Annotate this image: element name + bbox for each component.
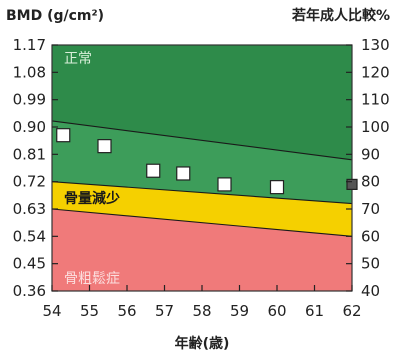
y-right-tick-label: 110 bbox=[361, 91, 390, 109]
zone-osteopenia bbox=[52, 181, 352, 237]
x-tick-label: 60 bbox=[267, 302, 286, 320]
y-left-axis-title: BMD (g/cm²) bbox=[6, 8, 104, 24]
y-left-tick-label: 1.17 bbox=[13, 36, 46, 54]
y-right-axis: 130 120 110 100 90 80 70 60 50 40 bbox=[346, 36, 390, 300]
y-right-tick-label: 80 bbox=[361, 173, 380, 191]
y-right-tick-label: 60 bbox=[361, 227, 380, 245]
x-tick-label: 57 bbox=[155, 302, 174, 320]
y-right-tick-label: 120 bbox=[361, 63, 390, 81]
y-left-axis: 1.17 1.08 0.99 0.90 0.81 0.72 0.63 0.54 0.45 0.36 bbox=[13, 36, 58, 300]
data-point bbox=[217, 177, 232, 192]
zone-bands bbox=[52, 45, 352, 291]
y-right-tick-label: 70 bbox=[361, 200, 380, 218]
y-right-tick-label: 40 bbox=[361, 282, 380, 300]
reference-line-upper bbox=[52, 120, 352, 161]
x-axis-title: 年齢(歳) bbox=[175, 335, 230, 352]
x-tick-label: 58 bbox=[192, 302, 211, 320]
data-points bbox=[56, 128, 358, 195]
data-point bbox=[176, 166, 191, 181]
y-left-tick-label: 1.08 bbox=[13, 63, 46, 81]
x-tick-label: 61 bbox=[305, 302, 324, 320]
data-point bbox=[346, 178, 358, 190]
y-left-tick-label: 0.99 bbox=[13, 91, 46, 109]
y-right-tick-label: 90 bbox=[361, 145, 380, 163]
x-tick-label: 54 bbox=[42, 302, 61, 320]
zone-label-normal: 正常 bbox=[64, 51, 92, 67]
zone-label-osteopenia: 骨量減少 bbox=[64, 190, 120, 207]
y-right-axis-title: 若年成人比較% bbox=[291, 7, 390, 24]
x-axis: 54 55 56 57 58 59 60 61 62 bbox=[42, 285, 362, 320]
data-point bbox=[97, 139, 112, 154]
reference-line-middle bbox=[52, 181, 352, 205]
y-left-tick-label: 0.81 bbox=[13, 145, 46, 163]
y-left-tick-label: 0.54 bbox=[13, 227, 46, 245]
data-point bbox=[146, 163, 161, 178]
x-tick-label: 55 bbox=[80, 302, 99, 320]
zone-label-osteoporosis: 骨粗鬆症 bbox=[64, 271, 120, 287]
y-left-tick-label: 0.63 bbox=[13, 200, 46, 218]
x-tick-label: 62 bbox=[342, 302, 361, 320]
data-point bbox=[269, 180, 285, 195]
y-left-tick-label: 0.45 bbox=[13, 255, 46, 273]
x-tick-label: 59 bbox=[230, 302, 249, 320]
y-left-tick-label: 0.90 bbox=[13, 118, 46, 136]
y-left-tick-label: 0.36 bbox=[13, 282, 46, 300]
y-left-tick-label: 0.72 bbox=[13, 173, 46, 191]
y-right-tick-label: 50 bbox=[361, 255, 380, 273]
x-tick-label: 56 bbox=[117, 302, 136, 320]
y-right-tick-label: 130 bbox=[361, 36, 390, 54]
reference-line-lower bbox=[52, 208, 352, 237]
reference-lines bbox=[52, 120, 352, 237]
y-right-tick-label: 100 bbox=[361, 118, 390, 136]
data-point bbox=[56, 128, 71, 143]
